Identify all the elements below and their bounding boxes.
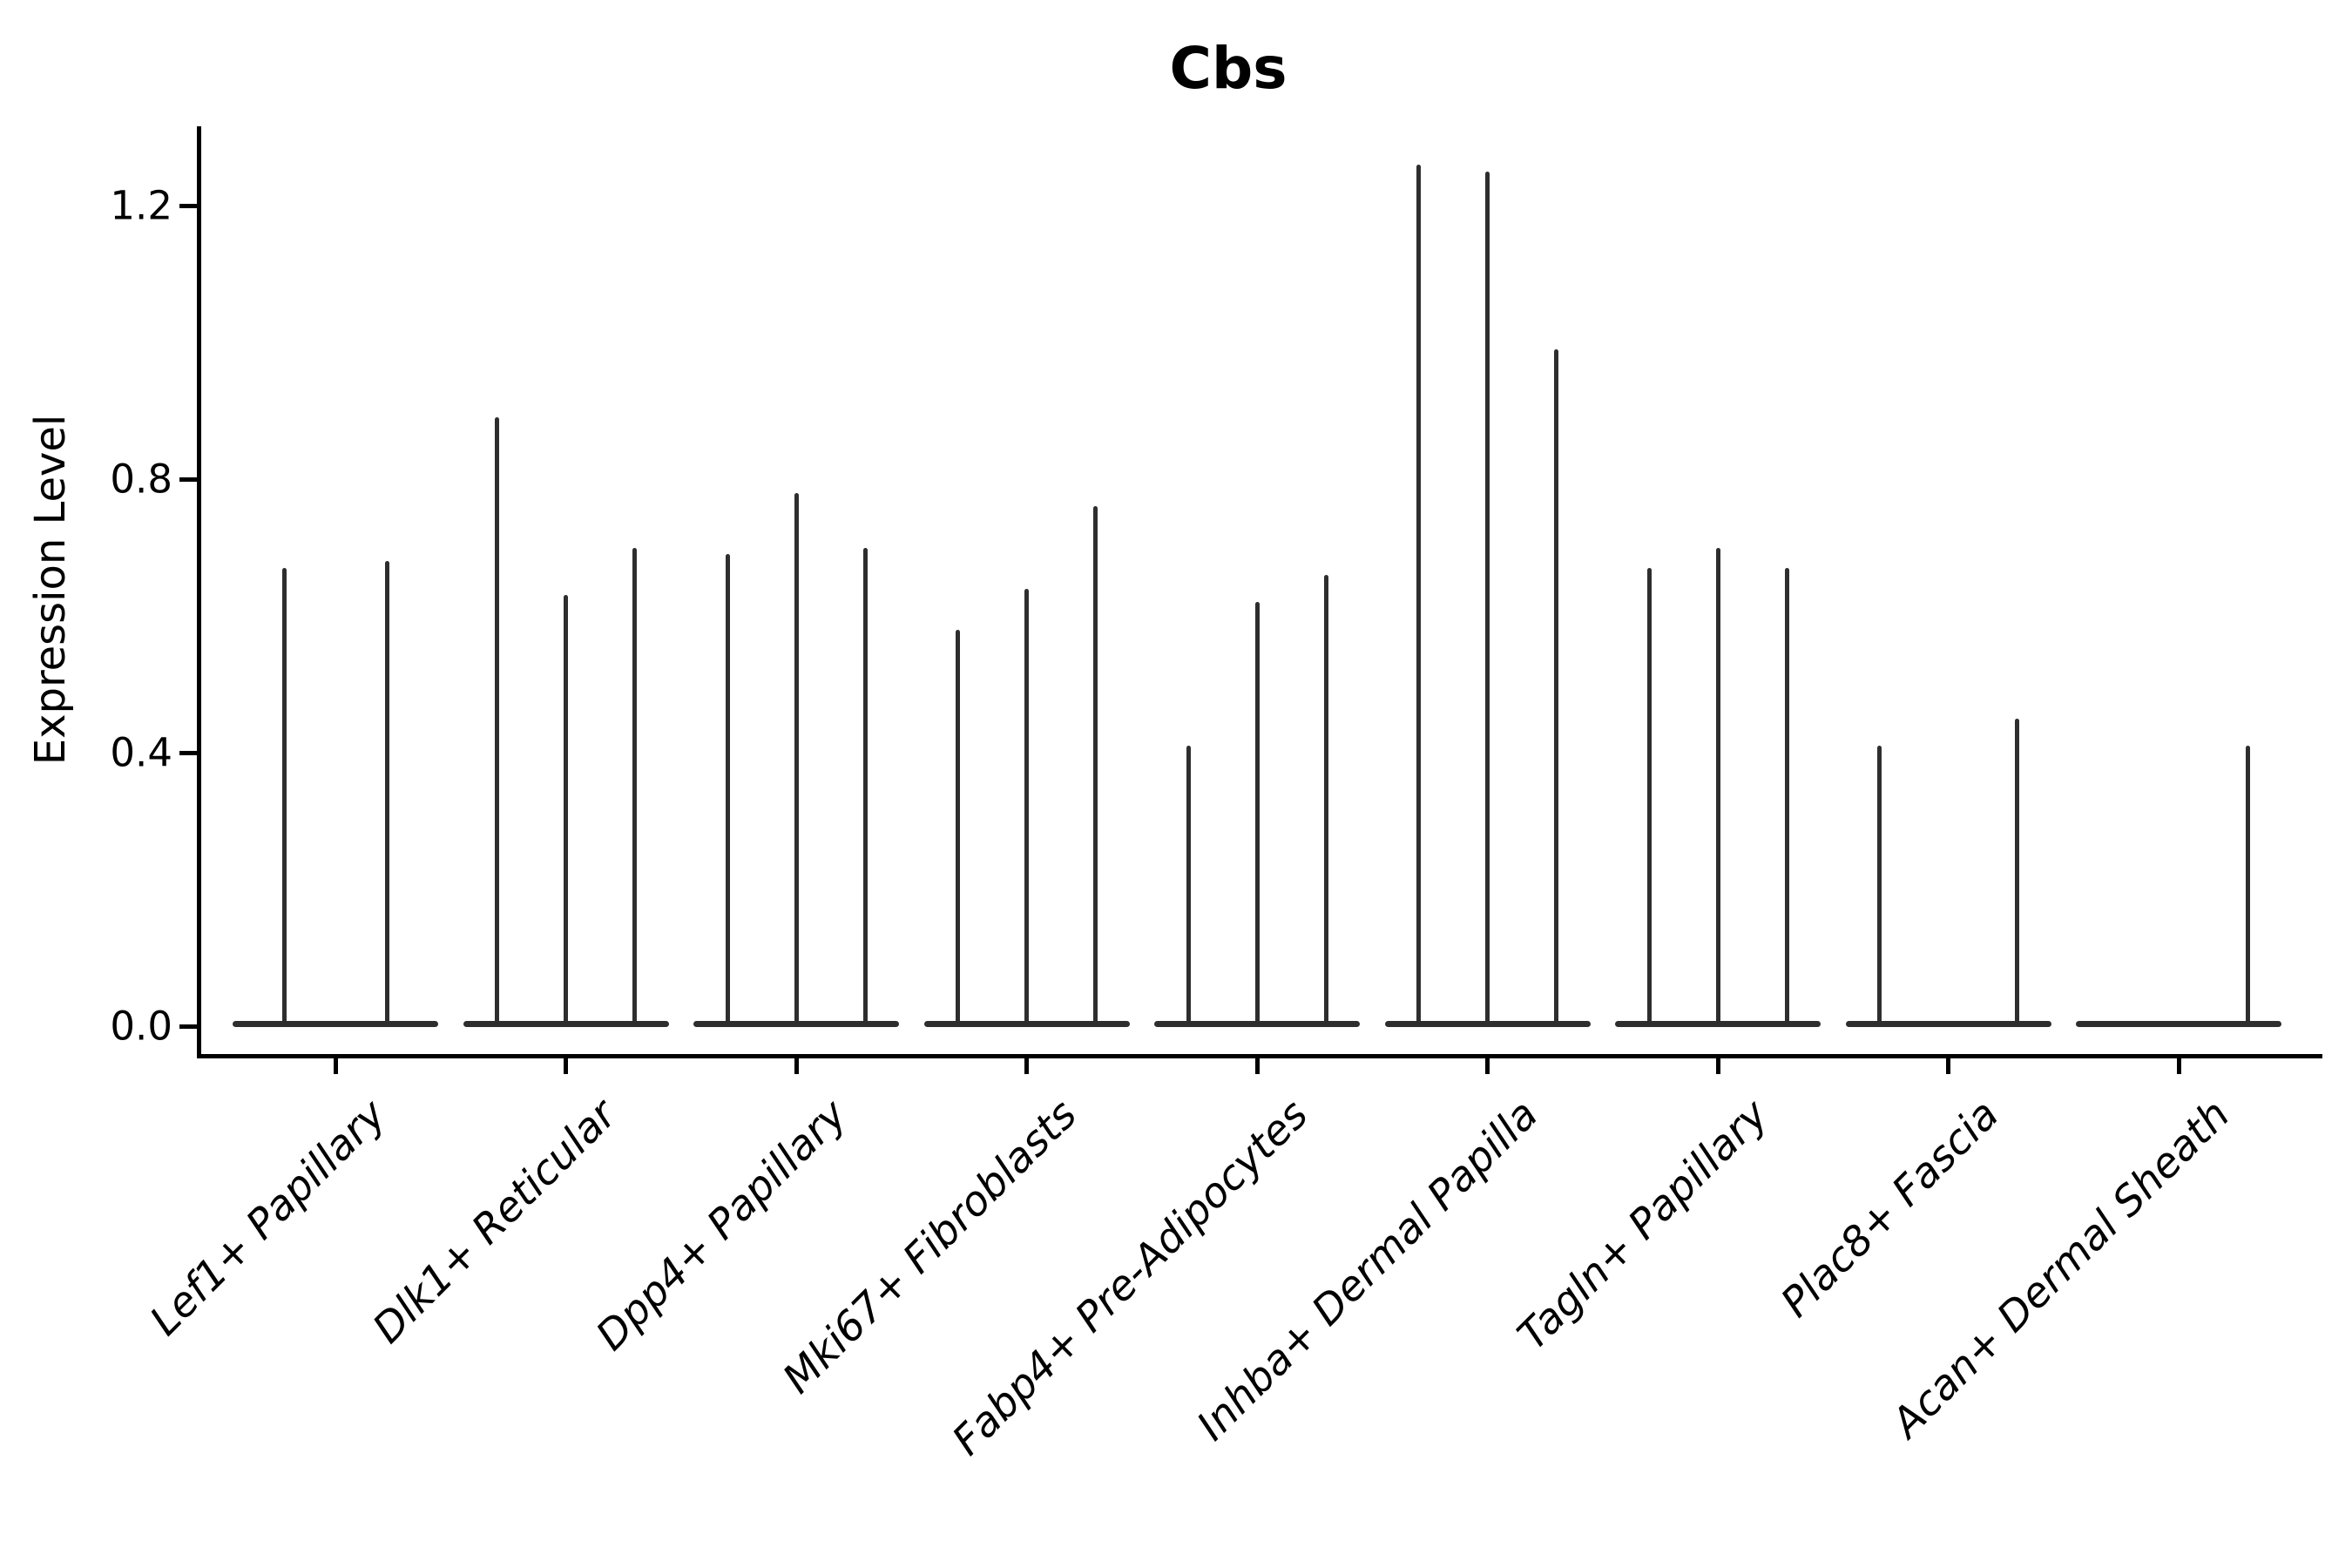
violin-spike (384, 561, 389, 1026)
x-tick-mark (2176, 1054, 2181, 1074)
x-tick-label: Dpp4+ Papillary (586, 1091, 856, 1361)
violin-spike (1646, 568, 1652, 1026)
y-axis-label: Expression Level (26, 414, 75, 766)
violin-spike (1024, 588, 1029, 1026)
violin-spike (564, 595, 568, 1026)
y-tick-label: 0.4 (110, 729, 172, 776)
violin-spike (632, 547, 637, 1026)
x-tick-mark (333, 1054, 338, 1074)
violin-spike (1093, 506, 1098, 1026)
violin-spike (1784, 568, 1789, 1026)
violin-spike (1554, 348, 1558, 1026)
x-tick-label: Dlk1+ Reticular (363, 1091, 626, 1353)
violin-spike (1485, 171, 1490, 1026)
violin-spike (1254, 602, 1260, 1026)
violin-spike (862, 547, 868, 1026)
plot-title: Cbs (1169, 35, 1288, 102)
y-tick-label: 0.8 (110, 456, 172, 503)
x-tick-mark (1024, 1054, 1029, 1074)
violin-spike (1877, 746, 1882, 1026)
violin-spike (2245, 746, 2250, 1026)
x-axis-spine (197, 1054, 2322, 1058)
y-tick-label: 0.0 (110, 1003, 172, 1050)
violin-spike (1416, 164, 1421, 1026)
violin-spike (281, 568, 287, 1026)
x-tick-label: Plac8+ Fascia (1772, 1091, 2009, 1328)
x-tick-label: Lef1+ Papillary (140, 1091, 395, 1346)
violin-spike (956, 629, 960, 1026)
violin-baseline (2076, 1021, 2281, 1027)
violin-spike (1323, 574, 1328, 1026)
violin-spike (794, 492, 799, 1026)
x-tick-mark (1946, 1054, 1950, 1074)
y-tick-mark (179, 1024, 199, 1029)
violin-spike (725, 554, 730, 1026)
violin-spike (1186, 746, 1191, 1026)
violin-spike (495, 417, 499, 1026)
y-tick-mark (179, 750, 199, 755)
violin-baseline (1845, 1021, 2051, 1027)
y-tick-mark (179, 203, 199, 208)
y-axis-spine (197, 126, 201, 1058)
x-tick-mark (1254, 1054, 1260, 1074)
violin-spike (2015, 718, 2019, 1026)
x-tick-mark (1485, 1054, 1490, 1074)
y-tick-label: 1.2 (110, 182, 172, 229)
x-tick-mark (1715, 1054, 1720, 1074)
violin-spike (1715, 547, 1720, 1026)
y-tick-mark (179, 476, 199, 482)
violin-baseline (233, 1021, 438, 1027)
x-tick-label: Tagln+ Papillary (1509, 1091, 1778, 1360)
x-tick-mark (564, 1054, 568, 1074)
x-tick-mark (794, 1054, 799, 1074)
